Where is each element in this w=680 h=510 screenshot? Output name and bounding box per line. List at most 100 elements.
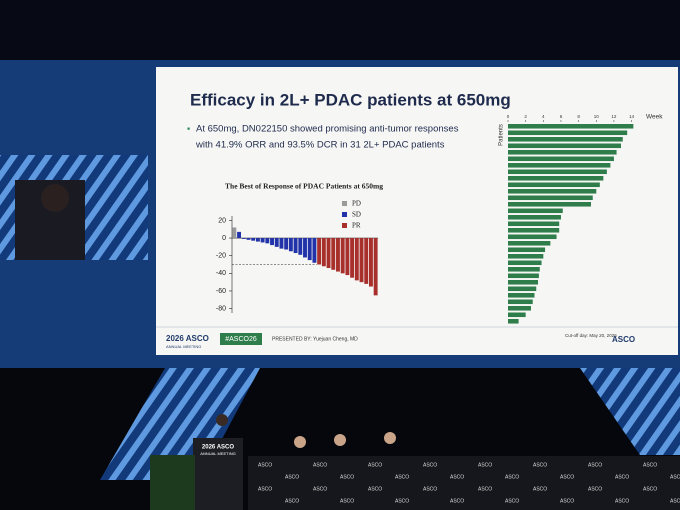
bar: [336, 238, 340, 272]
bar: [373, 238, 378, 296]
footer-meeting: 2026 ASCO: [166, 334, 209, 343]
footer-logo: ASCO: [612, 335, 635, 344]
bar: [255, 238, 260, 242]
table-logo: ASCO: [368, 462, 382, 468]
podium-text: ANNUAL MEETING: [200, 451, 235, 456]
x-tick-label: 6: [560, 114, 563, 119]
bar: [321, 238, 326, 267]
bar: [354, 238, 359, 281]
panelist: [334, 434, 346, 446]
swimmer-bar: [508, 202, 591, 207]
footer-hashtag: #ASCO26: [225, 336, 257, 343]
swimmer-bar: [508, 280, 539, 285]
panelist: [384, 432, 396, 444]
table-logo: ASCO: [313, 462, 327, 468]
swimmer-bar: [508, 299, 533, 305]
bar: [246, 238, 251, 240]
bar: [279, 238, 284, 249]
swimmer-bar: [508, 215, 561, 220]
bar: [251, 238, 256, 241]
x-tick-label: 0: [507, 114, 510, 119]
table-logo: ASCO: [505, 474, 519, 480]
bar: [340, 238, 345, 274]
table-logo: ASCO: [615, 474, 629, 480]
legend-swatch: [342, 223, 347, 228]
x-tick-label: 8: [577, 114, 580, 119]
y-tick-label: -40: [216, 270, 226, 277]
stage-screen: [100, 368, 260, 480]
swimmer-bar: [508, 156, 614, 162]
table-logo: ASCO: [478, 462, 492, 468]
swimmer-bar: [508, 234, 557, 240]
panel-table: [248, 456, 680, 510]
swimmer-bar: [508, 208, 563, 214]
swimmer-bar: [508, 267, 540, 272]
slide: [156, 67, 678, 355]
podium: [193, 438, 243, 510]
y-tick-label: 20: [218, 217, 226, 224]
table-logo: ASCO: [670, 498, 680, 504]
table-logo: ASCO: [340, 474, 354, 480]
legend-label: PR: [352, 222, 361, 230]
bar: [331, 238, 336, 270]
table-logo: ASCO: [588, 462, 602, 468]
legend-label: SD: [352, 211, 361, 219]
bar: [326, 238, 331, 269]
x-tick-label: 12: [611, 114, 617, 119]
legend-label: PD: [352, 200, 361, 208]
table-logo: ASCO: [533, 462, 547, 468]
table-logo: ASCO: [258, 486, 272, 492]
hashtag-box: [220, 333, 262, 345]
table-logo: ASCO: [285, 498, 299, 504]
speaker: [216, 414, 228, 426]
table-logo: ASCO: [368, 486, 382, 492]
table-logo: ASCO: [395, 474, 409, 480]
bar: [288, 238, 293, 252]
swimmer-bar: [508, 286, 537, 292]
slide-title: Efficacy in 2L+ PDAC patients at 650mg: [190, 90, 511, 109]
swimmer-bar: [508, 241, 551, 246]
bar: [232, 227, 237, 239]
y-tick-label: 0: [222, 235, 226, 242]
table-logo: ASCO: [340, 498, 354, 504]
swimmer-bar: [508, 273, 539, 279]
table-logo: ASCO: [588, 486, 602, 492]
swimmer-bar: [508, 312, 526, 318]
bar: [359, 238, 364, 283]
bar: [345, 238, 350, 276]
bar: [364, 238, 369, 284]
swimmer-bar: [508, 163, 611, 168]
footer-presenter: PRESENTED BY: Yuejuan Cheng, MD: [272, 336, 358, 342]
bar: [274, 238, 279, 247]
ceiling: [0, 0, 680, 60]
bar: [312, 238, 317, 263]
x-axis-label: Week: [646, 114, 663, 121]
swimmer-bar: [508, 124, 634, 129]
table-logo: ASCO: [313, 486, 327, 492]
y-tick-label: -20: [216, 253, 226, 260]
table-logo: ASCO: [423, 462, 437, 468]
bullet-dot: ▪: [187, 123, 190, 133]
footer-meeting-sub: ANNUAL MEETING: [166, 344, 201, 349]
table-logo: ASCO: [478, 486, 492, 492]
bar: [307, 238, 312, 261]
bar: [260, 238, 265, 243]
swimmer-bar: [508, 189, 597, 194]
table-logo: ASCO: [450, 498, 464, 504]
bar: [350, 238, 355, 278]
swimmer-bar: [508, 254, 544, 259]
x-tick-label: 14: [629, 114, 635, 119]
legend-swatch: [342, 201, 347, 206]
swimmer-bar: [508, 293, 535, 298]
y-axis-label: Patients: [499, 124, 505, 146]
table-logo: ASCO: [560, 474, 574, 480]
swimmer-bar: [508, 247, 546, 253]
bar: [284, 238, 289, 250]
swimmer-bar: [508, 169, 607, 175]
bar: [298, 238, 303, 255]
bar: [293, 238, 298, 254]
swimmer-bar: [508, 182, 600, 188]
table-logo: ASCO: [670, 474, 680, 480]
table-logo: ASCO: [450, 474, 464, 480]
